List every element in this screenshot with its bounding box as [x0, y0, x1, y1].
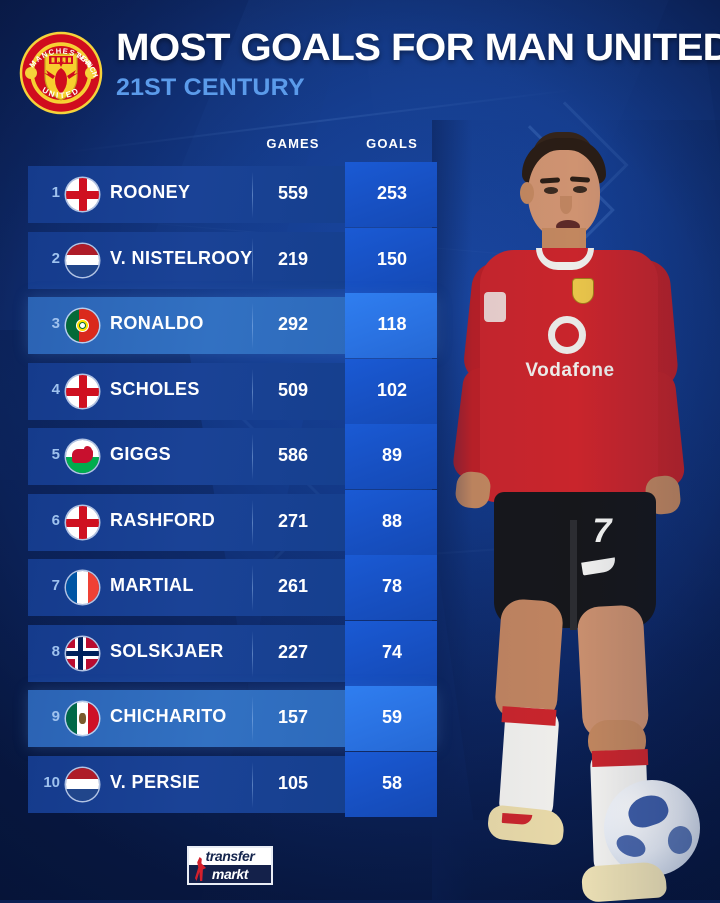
table-row[interactable]: 2 V. NISTELROOY 219 150 — [0, 227, 460, 294]
table-row[interactable]: 7 MARTIAL 261 78 — [0, 555, 460, 621]
player-name: SOLSKJAER — [110, 640, 224, 661]
column-divider — [252, 761, 253, 808]
goals-cell-background — [345, 620, 437, 686]
wales-flag-icon — [66, 440, 99, 473]
header: MANCHESTER MANCHESTER UNITED MOST GOALS … — [0, 0, 720, 128]
row-rank: 9 — [51, 708, 60, 725]
mexico-flag-icon — [66, 702, 99, 735]
ranking-table: GAMES GOALS 1 ROONEY 559 253 2 V. NISTELROOY 2… — [0, 128, 460, 817]
page-subtitle: 21ST CENTURY — [116, 74, 305, 101]
table-row[interactable]: 4 SCHOLES 509 102 — [0, 358, 460, 425]
games-value: 261 — [277, 576, 309, 596]
goals-cell-background — [345, 751, 437, 817]
player-name: SCHOLES — [110, 378, 200, 399]
column-divider — [252, 172, 253, 218]
footer: transfer markt — [0, 846, 460, 885]
table-row[interactable]: 5 GIGGS 586 89 — [0, 424, 460, 490]
goals-value: 118 — [377, 314, 407, 334]
player-name: GIGGS — [110, 444, 172, 464]
goals-value: 88 — [381, 510, 403, 531]
photo-shading-overlay — [432, 120, 720, 900]
column-header-goals: GOALS — [366, 136, 418, 151]
goals-value: 102 — [376, 379, 408, 400]
goals-value: 253 — [376, 183, 408, 203]
goals-cell-background — [345, 555, 437, 620]
column-divider — [252, 368, 253, 415]
goals-cell-background — [345, 686, 437, 751]
transfermarkt-logo-top: transfer — [189, 848, 271, 865]
column-divider — [252, 565, 253, 611]
player-name: MARTIAL — [110, 575, 194, 595]
portugal-flag-icon — [66, 309, 99, 342]
goals-value: 89 — [381, 445, 403, 465]
netherlands-flag-icon — [66, 767, 99, 801]
england-flag-icon — [66, 505, 99, 539]
column-divider — [252, 434, 253, 480]
table-row[interactable]: 3 RONALDO 292 118 — [0, 293, 460, 359]
player-photo: Vodafone 7 — [432, 120, 720, 903]
table-row[interactable]: 9 CHICHARITO 157 59 — [0, 686, 460, 752]
netherlands-flag-icon — [66, 243, 99, 277]
row-rank: 4 — [51, 380, 60, 398]
table-row[interactable]: 1 ROONEY 559 253 — [0, 162, 460, 228]
games-value: 292 — [277, 314, 309, 334]
table-row[interactable]: 10 V. PERSIE 105 58 — [0, 751, 460, 818]
table-row[interactable]: 6 RASHFORD 271 88 — [0, 489, 460, 556]
column-divider — [252, 499, 253, 546]
row-rank: 6 — [51, 511, 60, 529]
player-name: RASHFORD — [110, 509, 216, 530]
games-value: 219 — [277, 248, 309, 269]
england-flag-icon — [66, 178, 99, 211]
row-rank: 8 — [51, 642, 60, 660]
column-divider — [252, 237, 253, 284]
goals-cell-background — [345, 424, 437, 489]
goals-cell-background — [345, 489, 437, 555]
row-rank: 10 — [43, 773, 60, 791]
games-value: 157 — [277, 707, 309, 727]
table-body: 1 ROONEY 559 253 2 V. NISTELROOY 219 150 3 RONALD… — [0, 162, 460, 817]
goals-value: 58 — [381, 772, 403, 793]
england-flag-icon — [66, 374, 99, 408]
table-column-headers: GAMES GOALS — [0, 128, 460, 162]
goals-cell-background — [345, 293, 437, 358]
column-header-games: GAMES — [266, 136, 320, 151]
transfermarkt-logo[interactable]: transfer markt — [187, 846, 273, 885]
goals-cell-background — [345, 227, 437, 293]
player-name: ROONEY — [110, 182, 191, 202]
player-name: RONALDO — [110, 313, 204, 333]
transfermarkt-logo-bottom-text: markt — [211, 866, 249, 882]
goals-value: 59 — [381, 707, 403, 727]
column-divider — [252, 696, 253, 742]
row-rank: 2 — [51, 249, 60, 267]
games-value: 227 — [277, 641, 309, 662]
games-value: 586 — [277, 445, 309, 465]
column-divider — [252, 630, 253, 677]
row-rank: 5 — [51, 446, 60, 463]
goals-cell-background — [345, 358, 437, 424]
games-value: 559 — [277, 183, 309, 203]
norway-flag-icon — [66, 636, 99, 670]
row-rank: 1 — [51, 184, 60, 201]
player-name: V. PERSIE — [110, 771, 200, 792]
games-value: 271 — [277, 510, 309, 531]
goals-value: 78 — [381, 576, 403, 596]
games-value: 105 — [277, 772, 309, 793]
row-rank: 3 — [51, 315, 60, 332]
france-flag-icon — [66, 571, 99, 604]
row-rank: 7 — [51, 577, 60, 594]
goals-cell-background — [345, 162, 437, 227]
page-title: MOST GOALS FOR MAN UNITED — [116, 27, 720, 69]
manchester-united-crest-icon: MANCHESTER MANCHESTER UNITED — [16, 21, 103, 118]
title-block: MOST GOALS FOR MAN UNITED 21ST CENTURY — [116, 29, 720, 100]
transfermarkt-logo-bottom: markt — [189, 857, 271, 883]
column-divider — [252, 303, 253, 349]
games-value: 509 — [277, 379, 309, 400]
table-row[interactable]: 8 SOLSKJAER 227 74 — [0, 620, 460, 687]
goals-value: 150 — [376, 248, 408, 269]
player-name: V. NISTELROOY — [110, 247, 253, 268]
player-name: CHICHARITO — [110, 706, 227, 726]
goals-value: 74 — [381, 641, 403, 662]
transfermarkt-figure-icon — [195, 857, 206, 881]
